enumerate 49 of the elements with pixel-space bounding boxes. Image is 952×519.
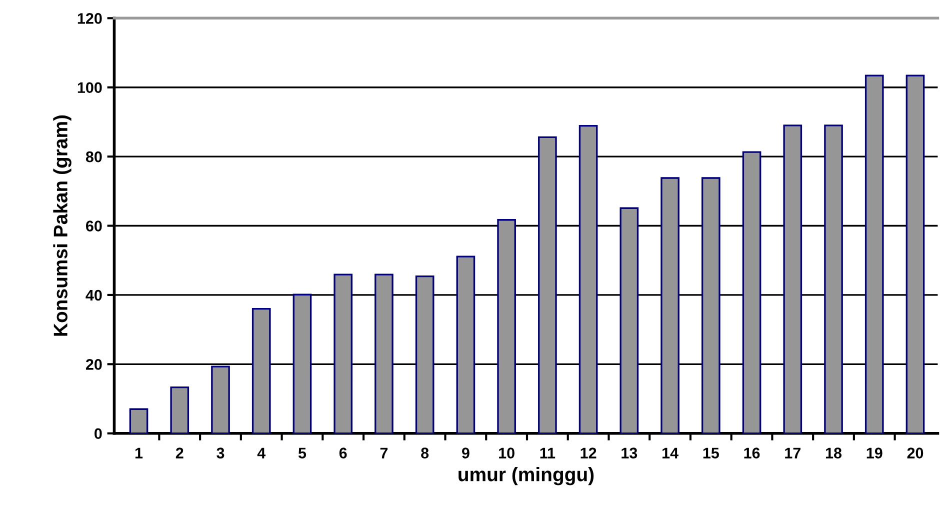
bar [211,366,230,434]
x-tick-label: 9 [462,448,470,458]
y-tick-label: 80 [86,151,102,162]
bar [578,124,598,434]
bar [374,274,394,434]
x-tick-label: 7 [380,448,388,458]
y-tick-label: 0 [94,428,102,440]
y-tick-label: 100 [78,82,102,94]
x-tick-label: 6 [339,448,347,458]
bar [620,207,639,434]
x-tick-label: 1 [135,448,143,458]
y-axis-title: Konsumsi Pakan (gram) [53,115,72,336]
bar [783,124,802,434]
bar [864,74,884,434]
bar [252,308,271,434]
x-tick-label: 4 [257,448,266,458]
y-tick-label: 20 [86,359,102,370]
x-tick-label: 15 [703,448,719,458]
y-tick-label: 120 [78,13,102,24]
x-tick-label: 18 [826,448,842,458]
bar [906,74,925,434]
bar [170,386,190,434]
bar [129,408,148,434]
x-tick-label: 2 [176,448,184,458]
x-axis-title: umur (minggu) [458,467,594,486]
bar [292,294,312,434]
bar [456,256,476,434]
x-tick-label: 11 [540,448,556,458]
x-tick-label: 20 [907,448,924,458]
y-tick-label: 40 [86,290,102,301]
bar [415,275,434,434]
x-tick-label: 10 [499,448,514,458]
y-tick-label: 60 [86,220,102,232]
x-tick-label: 8 [421,448,429,458]
bar [497,219,516,434]
bar [538,136,557,434]
bar [742,151,762,434]
bar [824,124,843,434]
x-tick-label: 3 [216,448,224,458]
x-tick-label: 5 [298,448,306,458]
x-tick-label: 14 [662,448,678,458]
bar [334,274,353,434]
x-tick-label: 16 [744,448,760,458]
x-tick-label: 19 [866,448,882,458]
bar [660,177,680,434]
x-tick-label: 13 [622,448,638,458]
bar [701,177,720,434]
x-tick-label: 17 [785,448,800,458]
x-tick-label: 12 [580,448,596,458]
